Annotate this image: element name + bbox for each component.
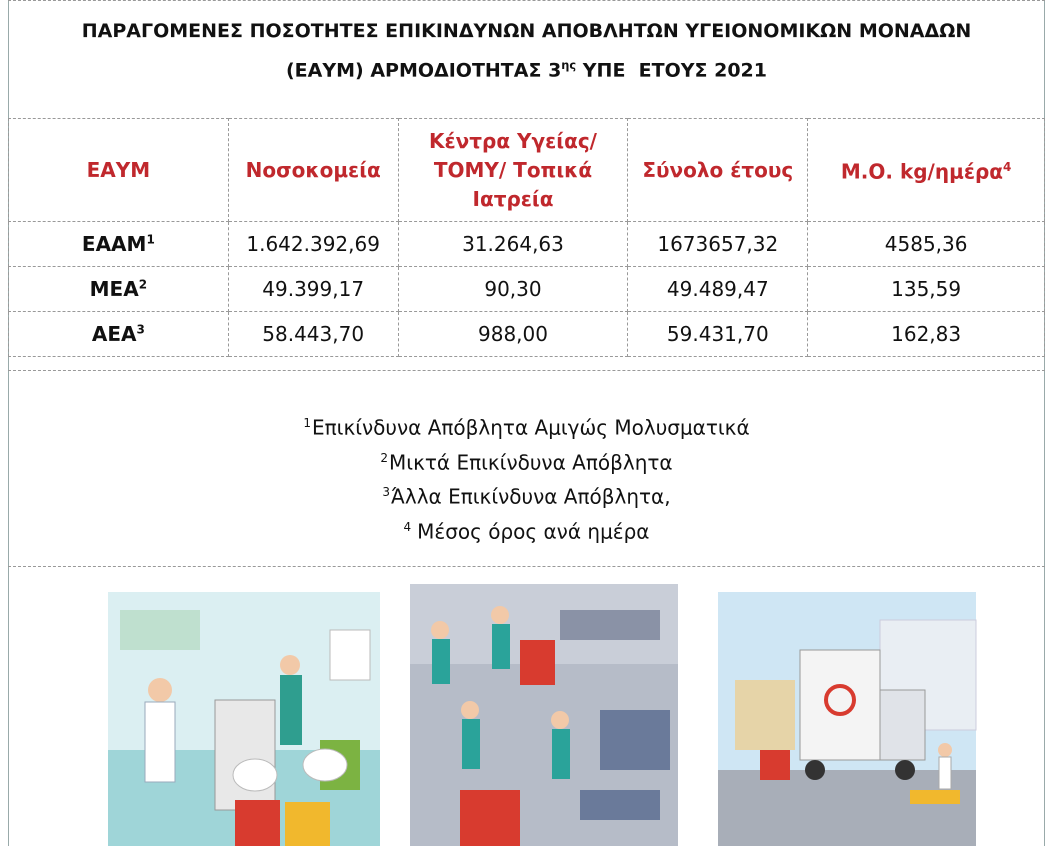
column-header-text: Μ.Ο. kg/ημέρα xyxy=(840,159,1004,184)
row-name-sup: 3 xyxy=(136,322,145,337)
title-text: (ΕΑΥΜ) ΑΡΜΟΔΙΟΤΗΤΑΣ 3 xyxy=(286,59,562,82)
illustration xyxy=(718,592,977,846)
row-name-sup: 1 xyxy=(146,232,155,247)
title-line: ΠΑΡΑΓΟΜΕΝΕΣ ΠΟΣΟΤΗΤΕΣ ΕΠΙΚΙΝΔΥΝΩΝ ΑΠΟΒΛΗ… xyxy=(8,14,1045,48)
table-cell: 988,00 xyxy=(397,311,629,357)
row-name-text: ΜΕΑ xyxy=(89,277,139,301)
footnote-sup: 2 xyxy=(380,450,389,465)
footnotes: 1Επικίνδυνα Απόβλητα Αμιγώς Μολυσματικά 2… xyxy=(8,408,1045,547)
table-cell: 4585,36 xyxy=(807,221,1045,267)
title-sup: ης xyxy=(561,58,577,72)
footnote-text: Μικτά Επικίνδυνα Απόβλητα xyxy=(389,450,673,475)
frame xyxy=(8,0,1045,846)
footnote-sup: 4 xyxy=(403,519,412,534)
column-header: Σύνολο έτους xyxy=(627,118,809,222)
table-row: ΜΕΑ2 49.399,17 90,30 49.489,47 135,59 xyxy=(8,266,1045,312)
rule xyxy=(8,370,1045,371)
table-body: ΕΑΑΜ1 1.642.392,69 31.264,63 1673657,32 4585… xyxy=(8,221,1045,357)
rule xyxy=(8,0,1045,1)
column-header-text: Νοσοκομεία xyxy=(245,157,381,182)
column-header: ΕΑΥΜ xyxy=(8,118,229,222)
table-cell: 49.399,17 xyxy=(227,266,399,312)
footnote: 2Μικτά Επικίνδυνα Απόβλητα xyxy=(8,443,1045,478)
table-cell: 1.642.392,69 xyxy=(227,221,399,267)
row-name: ΕΑΑΜ1 xyxy=(8,221,229,267)
illustration xyxy=(410,584,678,846)
header-row: ΕΑΥΜ Νοσοκομεία Κέντρα Υγείας/ ΤΟΜΥ/ Τοπικ… xyxy=(8,118,1045,222)
column-header-text: Κέντρα Υγείας/ ΤΟΜΥ/ Τοπικά Ιατρεία xyxy=(429,128,597,211)
title-text: ΠΑΡΑΓΟΜΕΝΕΣ ΠΟΣΟΤΗΤΕΣ ΕΠΙΚΙΝΔΥΝΩΝ ΑΠΟΒΛΗ… xyxy=(81,20,972,42)
table-cell: 1673657,32 xyxy=(627,221,809,267)
table-cell: 31.264,63 xyxy=(397,221,629,267)
title: ΠΑΡΑΓΟΜΕΝΕΣ ΠΟΣΟΤΗΤΕΣ ΕΠΙΚΙΝΔΥΝΩΝ ΑΠΟΒΛΗ… xyxy=(8,14,1045,87)
column-header-text: ΕΑΥΜ xyxy=(86,157,151,182)
rule xyxy=(8,566,1045,567)
illustrations xyxy=(108,584,977,846)
column-header-sup: 4 xyxy=(1003,160,1012,175)
row-name-text: ΕΑΑΜ xyxy=(81,232,147,256)
column-header-text: Σύνολο έτους xyxy=(642,157,794,182)
row-name: ΑΕΑ3 xyxy=(8,311,229,357)
table-row: ΑΕΑ3 58.443,70 988,00 59.431,70 162,83 xyxy=(8,311,1045,357)
row-name-text: ΑΕΑ xyxy=(91,322,137,346)
table-cell: 59.431,70 xyxy=(627,311,809,357)
table-cell: 162,83 xyxy=(807,311,1045,357)
footnote-text: Επικίνδυνα Απόβλητα Αμιγώς Μολυσματικά xyxy=(312,415,750,440)
row-name-sup: 2 xyxy=(138,277,148,292)
table-cell: 135,59 xyxy=(807,266,1045,312)
footnote-sup: 3 xyxy=(382,485,391,500)
column-header: Νοσοκομεία xyxy=(227,118,399,222)
table-row: ΕΑΑΜ1 1.642.392,69 31.264,63 1673657,32 4585… xyxy=(8,221,1045,267)
column-header: Κέντρα Υγείας/ ΤΟΜΥ/ Τοπικά Ιατρεία xyxy=(397,118,629,222)
table-cell: 90,30 xyxy=(397,266,629,312)
footnote-text: Άλλα Επικίνδυνα Απόβλητα, xyxy=(391,484,671,509)
footnote: 4 Μέσος όρος ανά ημέρα xyxy=(8,512,1045,547)
data-table: ΕΑΥΜ Νοσοκομεία Κέντρα Υγείας/ ΤΟΜΥ/ Τοπικ… xyxy=(8,118,1045,357)
footnote: 3Άλλα Επικίνδυνα Απόβλητα, xyxy=(8,477,1045,512)
table-cell: 49.489,47 xyxy=(627,266,809,312)
title-line: (ΕΑΥΜ) ΑΡΜΟΔΙΟΤΗΤΑΣ 3ης ΥΠΕ ΕΤΟΥΣ 2021 xyxy=(8,48,1045,87)
illustration xyxy=(108,592,380,846)
footnote: 1Επικίνδυνα Απόβλητα Αμιγώς Μολυσματικά xyxy=(8,408,1045,443)
table-cell: 58.443,70 xyxy=(227,311,399,357)
column-header: Μ.Ο. kg/ημέρα4 xyxy=(807,118,1045,222)
title-text: ΥΠΕ ΕΤΟΥΣ 2021 xyxy=(576,59,767,82)
footnote-sup: 1 xyxy=(303,416,311,430)
footnote-text: Μέσος όρος ανά ημέρα xyxy=(417,519,650,544)
row-name: ΜΕΑ2 xyxy=(8,266,229,312)
